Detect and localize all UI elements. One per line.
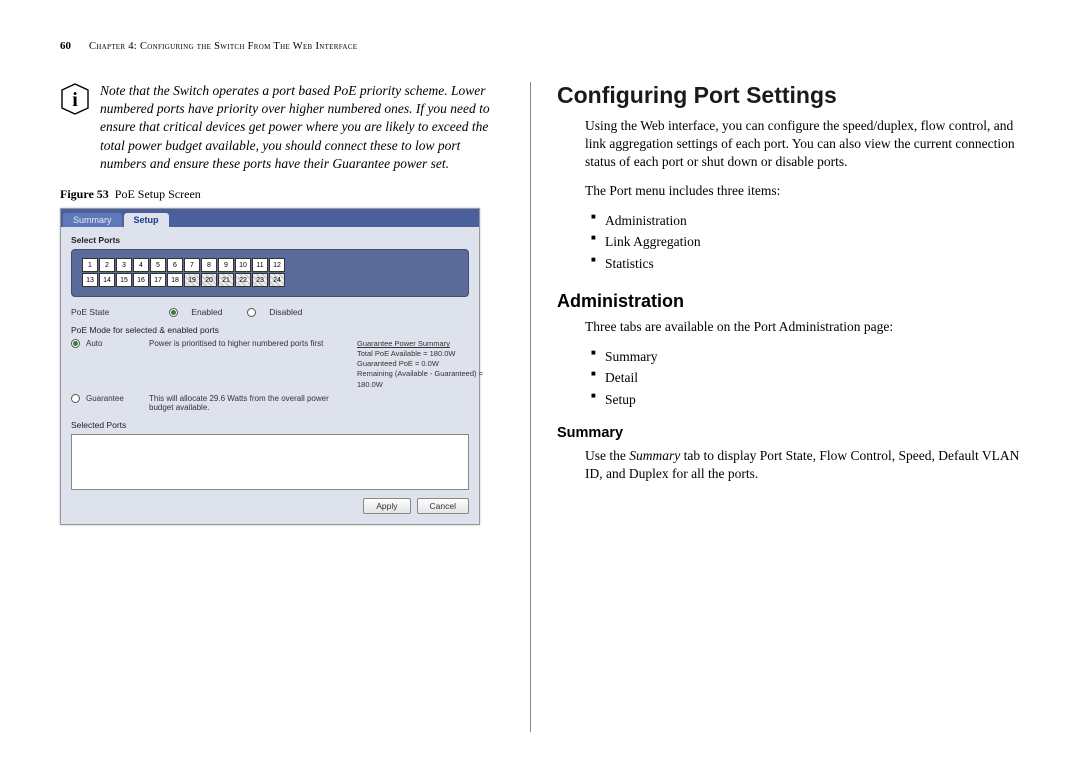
svg-text:i: i (72, 89, 78, 111)
list-item: Detail (591, 367, 1020, 389)
figure-caption: Figure 53 PoE Setup Screen (60, 187, 506, 202)
port-cell[interactable]: 23 (252, 273, 268, 287)
power-summary: Guarantee Power Summary Total PoE Availa… (357, 339, 497, 390)
mode-header: PoE Mode for selected & enabled ports (71, 325, 469, 335)
guarantee-desc: This will allocate 29.6 Watts from the o… (149, 394, 349, 412)
port-cell[interactable]: 24 (269, 273, 285, 287)
selected-ports-label: Selected Ports (71, 420, 469, 430)
note-text: Note that the Switch operates a port bas… (100, 82, 506, 173)
list-item: Setup (591, 389, 1020, 411)
summary-paragraph: Use the Summary tab to display Port Stat… (557, 447, 1020, 483)
left-column: i Note that the Switch operates a port b… (60, 82, 530, 732)
port-cell[interactable]: 2 (99, 258, 115, 272)
radio-disabled[interactable] (247, 308, 256, 317)
tab-summary[interactable]: Summary (63, 213, 122, 227)
tab-bar: Summary Setup (61, 209, 479, 227)
poe-setup-screenshot: Summary Setup Select Ports 1234567891011… (60, 208, 480, 525)
list-item: Statistics (591, 253, 1020, 275)
apply-button[interactable]: Apply (363, 498, 410, 514)
port-cell[interactable]: 16 (133, 273, 149, 287)
port-cell[interactable]: 8 (201, 258, 217, 272)
port-grid: 123456789101112 131415161718192021222324 (71, 249, 469, 297)
intro-paragraph: Using the Web interface, you can configu… (557, 117, 1020, 172)
port-cell[interactable]: 13 (82, 273, 98, 287)
select-ports-label: Select Ports (71, 235, 469, 245)
port-cell[interactable]: 15 (116, 273, 132, 287)
port-cell[interactable]: 4 (133, 258, 149, 272)
admin-intro: Three tabs are available on the Port Adm… (557, 318, 1020, 336)
tab-setup[interactable]: Setup (124, 213, 169, 227)
port-cell[interactable]: 9 (218, 258, 234, 272)
radio-auto[interactable] (71, 339, 80, 348)
port-cell[interactable]: 6 (167, 258, 183, 272)
heading-configuring-port-settings: Configuring Port Settings (557, 82, 1020, 109)
port-menu-intro: The Port menu includes three items: (557, 182, 1020, 200)
chapter-title: Chapter 4: Configuring the Switch From T… (89, 41, 357, 52)
radio-guarantee[interactable] (71, 394, 80, 403)
info-icon: i (60, 82, 90, 116)
port-menu-list: AdministrationLink AggregationStatistics (557, 210, 1020, 275)
port-cell[interactable]: 19 (184, 273, 200, 287)
port-cell[interactable]: 14 (99, 273, 115, 287)
heading-administration: Administration (557, 291, 1020, 312)
port-cell[interactable]: 7 (184, 258, 200, 272)
auto-desc: Power is prioritised to higher numbered … (149, 339, 349, 390)
right-column: Configuring Port Settings Using the Web … (530, 82, 1020, 732)
port-cell[interactable]: 17 (150, 273, 166, 287)
admin-tabs-list: SummaryDetailSetup (557, 346, 1020, 411)
port-cell[interactable]: 18 (167, 273, 183, 287)
selected-ports-box (71, 434, 469, 490)
list-item: Link Aggregation (591, 231, 1020, 253)
poe-state-label: PoE State (71, 307, 109, 317)
port-cell[interactable]: 22 (235, 273, 251, 287)
port-cell[interactable]: 1 (82, 258, 98, 272)
port-cell[interactable]: 5 (150, 258, 166, 272)
radio-enabled[interactable] (169, 308, 178, 317)
port-cell[interactable]: 20 (201, 273, 217, 287)
list-item: Administration (591, 210, 1020, 232)
port-cell[interactable]: 12 (269, 258, 285, 272)
port-cell[interactable]: 10 (235, 258, 251, 272)
port-cell[interactable]: 3 (116, 258, 132, 272)
heading-summary: Summary (557, 425, 1020, 441)
port-cell[interactable]: 21 (218, 273, 234, 287)
page-number: 60 (60, 40, 71, 52)
cancel-button[interactable]: Cancel (417, 498, 469, 514)
port-cell[interactable]: 11 (252, 258, 268, 272)
list-item: Summary (591, 346, 1020, 368)
